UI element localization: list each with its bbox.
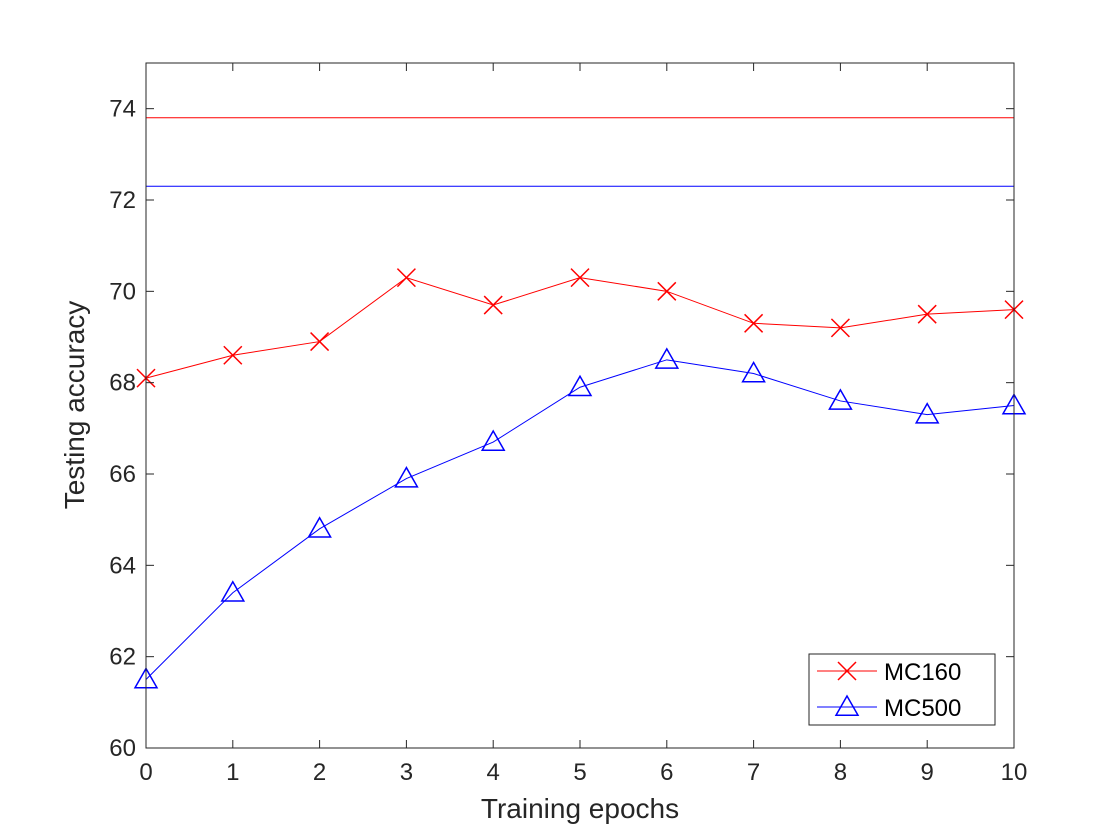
data-point: [220, 580, 246, 602]
data-point: [396, 268, 416, 288]
y-tick-label: 60: [109, 735, 136, 762]
data-point: [567, 374, 593, 397]
legend-label: MC160: [884, 659, 961, 686]
data-point: [307, 516, 332, 538]
y-tick-label: 62: [109, 644, 136, 671]
series-line: [145, 359, 1015, 680]
x-tick-label: 7: [747, 759, 760, 786]
y-tick-label: 64: [109, 552, 136, 579]
x-tick-label: 5: [573, 759, 586, 786]
x-tick-label: 6: [660, 759, 673, 786]
data-point: [654, 347, 680, 369]
x-tick-label: 2: [313, 759, 326, 786]
legend: MC160 MC500: [808, 653, 996, 726]
data-point: [917, 304, 937, 324]
x-tick-label: 3: [400, 759, 413, 786]
y-tick-label: 72: [109, 187, 136, 214]
x-tick-label: 9: [921, 759, 934, 786]
x-axis-label: Training epochs: [481, 793, 679, 824]
series-MC160: [136, 268, 1024, 388]
y-tick-label: 66: [109, 461, 136, 488]
series-layer: [133, 268, 1027, 689]
series-line: [145, 277, 1015, 379]
data-point: [223, 345, 243, 365]
x-tick-label: 4: [487, 759, 500, 786]
y-tick-label: 68: [109, 370, 136, 397]
legend-item-MC160: MC160: [817, 659, 961, 686]
y-tick-label: 70: [109, 278, 136, 305]
legend-marker: [837, 661, 857, 681]
data-point: [483, 295, 503, 315]
reference-lines: [146, 117, 1014, 187]
data-point: [570, 268, 590, 288]
x-tick-label: 0: [139, 759, 152, 786]
x-tick-label: 10: [1001, 759, 1028, 786]
legend-box: [808, 653, 996, 726]
legend-marker: [834, 694, 860, 716]
data-point: [744, 313, 764, 333]
plot-area-frame: [145, 62, 1015, 749]
data-point: [830, 318, 850, 338]
data-point: [741, 361, 766, 383]
axis-ticks: 0 1 2 3 4 5 6 7 8 9 10 60 62 64 66 68 70 72 74: [109, 63, 1027, 786]
data-point: [657, 281, 677, 301]
data-point: [480, 429, 506, 452]
data-point: [310, 332, 330, 352]
y-axis-label: Testing accuracy: [59, 301, 90, 510]
x-tick-label: 8: [834, 759, 847, 786]
data-point: [914, 402, 940, 424]
data-point: [394, 466, 419, 488]
series-MC500: [133, 347, 1027, 689]
y-tick-label: 74: [109, 96, 136, 123]
legend-item-MC500: MC500: [817, 694, 961, 722]
x-tick-label: 1: [226, 759, 239, 786]
data-point: [828, 388, 853, 410]
legend-label: MC500: [884, 695, 961, 722]
